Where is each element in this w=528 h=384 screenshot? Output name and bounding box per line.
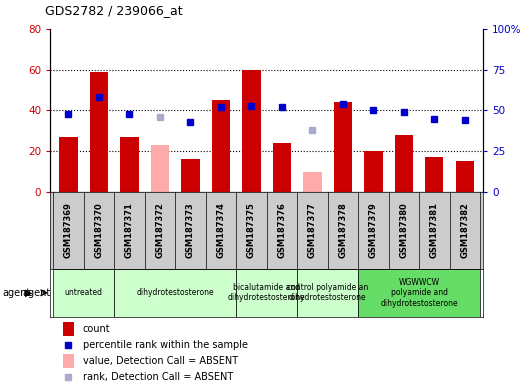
Text: WGWWCW
polyamide and
dihydrotestosterone: WGWWCW polyamide and dihydrotestosterone [380,278,458,308]
Text: GSM187370: GSM187370 [95,202,103,258]
Text: GSM187376: GSM187376 [277,202,286,258]
Text: GSM187373: GSM187373 [186,202,195,258]
Bar [181,159,200,192]
Bar [364,151,382,192]
Bar [334,102,352,192]
Text: control polyamide an
dihydrotestosterone: control polyamide an dihydrotestosterone [287,283,368,303]
Bar [358,269,480,317]
Bar [53,269,114,317]
Bar [90,72,108,192]
Bar [63,322,74,336]
Text: untreated: untreated [65,288,103,297]
Text: ▶: ▶ [25,288,33,298]
Text: value, Detection Call = ABSENT: value, Detection Call = ABSENT [82,356,238,366]
Bar [114,269,236,317]
Text: rank, Detection Call = ABSENT: rank, Detection Call = ABSENT [82,372,233,382]
Text: GSM187382: GSM187382 [460,202,469,258]
Text: GDS2782 / 239066_at: GDS2782 / 239066_at [45,4,183,17]
Text: GSM187374: GSM187374 [216,202,225,258]
Bar [242,70,260,192]
Text: dihydrotestosterone: dihydrotestosterone [136,288,214,297]
Bar [303,172,322,192]
Bar [456,161,474,192]
Bar [63,354,74,368]
Text: GSM187371: GSM187371 [125,202,134,258]
Bar [236,269,297,317]
Text: agent: agent [3,288,31,298]
Text: GSM187381: GSM187381 [430,202,439,258]
Bar [395,135,413,192]
Text: GSM187369: GSM187369 [64,202,73,258]
Text: GSM187375: GSM187375 [247,202,256,258]
Bar [425,157,444,192]
Text: GSM187380: GSM187380 [399,202,408,258]
Bar [273,143,291,192]
Text: count: count [82,324,110,334]
Text: percentile rank within the sample: percentile rank within the sample [82,340,248,350]
Bar [151,145,169,192]
Bar [120,137,138,192]
Text: GSM187379: GSM187379 [369,202,378,258]
Text: GSM187377: GSM187377 [308,202,317,258]
Bar [297,269,358,317]
Text: agent: agent [23,288,51,298]
Bar [212,100,230,192]
Text: GSM187372: GSM187372 [155,202,164,258]
Text: bicalutamide and
dihydrotestosterone: bicalutamide and dihydrotestosterone [228,283,306,303]
Bar [59,137,78,192]
Text: GSM187378: GSM187378 [338,202,347,258]
